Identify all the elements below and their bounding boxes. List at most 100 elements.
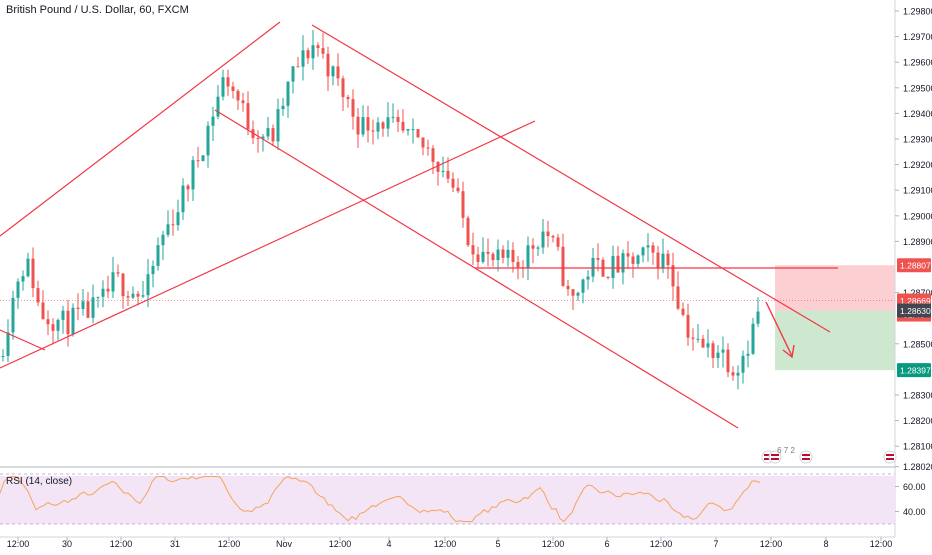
candle[interactable] bbox=[81, 289, 85, 316]
candle[interactable] bbox=[591, 247, 595, 283]
candle[interactable] bbox=[631, 252, 635, 278]
event-flag-icon[interactable] bbox=[768, 450, 782, 464]
candle[interactable] bbox=[41, 290, 45, 320]
candle[interactable] bbox=[111, 256, 115, 299]
candle[interactable] bbox=[411, 118, 415, 144]
candle[interactable] bbox=[701, 334, 705, 348]
candle[interactable] bbox=[101, 280, 105, 308]
candle[interactable] bbox=[371, 119, 375, 145]
candle[interactable] bbox=[216, 85, 220, 120]
candle[interactable] bbox=[31, 247, 35, 298]
candle[interactable] bbox=[711, 340, 715, 369]
candle[interactable] bbox=[756, 297, 760, 328]
candle[interactable] bbox=[231, 81, 235, 99]
candle[interactable] bbox=[376, 117, 380, 140]
candle[interactable] bbox=[201, 155, 205, 162]
candle[interactable] bbox=[166, 210, 170, 238]
candle[interactable] bbox=[586, 270, 590, 290]
candle[interactable] bbox=[626, 241, 630, 269]
candle[interactable] bbox=[296, 56, 300, 68]
candle[interactable] bbox=[651, 242, 655, 265]
candle[interactable] bbox=[606, 276, 610, 280]
candle[interactable] bbox=[386, 102, 390, 137]
candle[interactable] bbox=[126, 290, 130, 307]
candle[interactable] bbox=[66, 299, 70, 347]
candle[interactable] bbox=[681, 302, 685, 317]
candle[interactable] bbox=[16, 278, 20, 309]
candle[interactable] bbox=[431, 145, 435, 175]
candle[interactable] bbox=[46, 310, 50, 336]
candle[interactable] bbox=[381, 121, 385, 137]
candle[interactable] bbox=[406, 128, 410, 136]
candle[interactable] bbox=[351, 89, 355, 130]
candle[interactable] bbox=[21, 270, 25, 291]
candle[interactable] bbox=[336, 53, 340, 87]
candle[interactable] bbox=[646, 233, 650, 262]
take-profit-zone[interactable] bbox=[775, 310, 895, 371]
candle[interactable] bbox=[136, 291, 140, 306]
candle[interactable] bbox=[691, 328, 695, 351]
candle[interactable] bbox=[206, 121, 210, 168]
candle[interactable] bbox=[521, 260, 525, 278]
candle[interactable] bbox=[456, 178, 460, 194]
candle[interactable] bbox=[401, 109, 405, 133]
candle[interactable] bbox=[416, 128, 420, 138]
candle[interactable] bbox=[621, 249, 625, 285]
candle[interactable] bbox=[261, 133, 265, 152]
candle[interactable] bbox=[356, 108, 360, 148]
candle[interactable] bbox=[421, 137, 425, 156]
candle[interactable] bbox=[741, 350, 745, 384]
candle[interactable] bbox=[641, 246, 645, 263]
candle[interactable] bbox=[366, 105, 370, 143]
event-flag-icon[interactable] bbox=[799, 450, 813, 464]
candle[interactable] bbox=[116, 264, 120, 278]
candle[interactable] bbox=[491, 252, 495, 267]
candle[interactable] bbox=[346, 94, 350, 108]
candle[interactable] bbox=[301, 35, 305, 81]
candle[interactable] bbox=[426, 139, 430, 156]
event-flag-icon[interactable] bbox=[883, 450, 897, 464]
candle[interactable] bbox=[576, 291, 580, 301]
candle[interactable] bbox=[636, 254, 640, 269]
candle[interactable] bbox=[271, 124, 275, 147]
candle[interactable] bbox=[441, 156, 445, 178]
candle[interactable] bbox=[186, 184, 190, 202]
candle[interactable] bbox=[391, 103, 395, 123]
candle[interactable] bbox=[596, 243, 600, 272]
candle[interactable] bbox=[601, 257, 605, 277]
candle[interactable] bbox=[676, 271, 680, 311]
candle[interactable] bbox=[1, 349, 5, 362]
candle[interactable] bbox=[506, 240, 510, 267]
candle[interactable] bbox=[541, 219, 545, 254]
candle[interactable] bbox=[221, 69, 225, 101]
candle[interactable] bbox=[106, 275, 110, 299]
projection-arrow[interactable] bbox=[765, 301, 793, 357]
stop-loss-zone[interactable] bbox=[775, 265, 895, 311]
candle[interactable] bbox=[121, 272, 125, 309]
candle[interactable] bbox=[321, 32, 325, 59]
candle[interactable] bbox=[571, 288, 575, 310]
rsi-line[interactable] bbox=[0, 475, 761, 523]
candle[interactable] bbox=[661, 238, 665, 274]
candle[interactable] bbox=[266, 116, 270, 141]
candle[interactable] bbox=[141, 281, 145, 299]
candle[interactable] bbox=[726, 343, 730, 378]
candle[interactable] bbox=[36, 280, 40, 307]
candle[interactable] bbox=[461, 181, 465, 228]
candle[interactable] bbox=[256, 130, 260, 153]
candle[interactable] bbox=[616, 246, 620, 273]
candle[interactable] bbox=[671, 252, 675, 301]
candle[interactable] bbox=[286, 81, 290, 118]
candle[interactable] bbox=[341, 75, 345, 112]
candle[interactable] bbox=[226, 69, 230, 97]
candle[interactable] bbox=[51, 318, 55, 345]
candle[interactable] bbox=[211, 106, 215, 141]
candle[interactable] bbox=[191, 156, 195, 202]
candle[interactable] bbox=[706, 329, 710, 358]
candle[interactable] bbox=[746, 340, 750, 368]
candle[interactable] bbox=[291, 66, 295, 94]
candle[interactable] bbox=[316, 42, 320, 57]
candle[interactable] bbox=[471, 232, 475, 265]
candle[interactable] bbox=[26, 252, 30, 278]
